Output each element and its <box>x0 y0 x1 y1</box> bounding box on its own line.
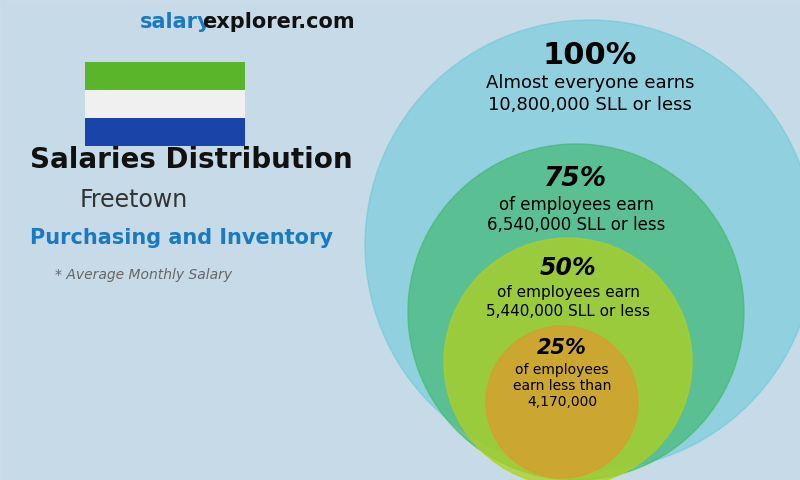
Text: of employees: of employees <box>515 363 609 377</box>
Circle shape <box>408 144 744 480</box>
Text: 6,540,000 SLL or less: 6,540,000 SLL or less <box>487 216 665 234</box>
Text: earn less than: earn less than <box>513 379 611 393</box>
Text: Purchasing and Inventory: Purchasing and Inventory <box>30 228 333 248</box>
Text: of employees earn: of employees earn <box>498 196 654 214</box>
Text: Almost everyone earns: Almost everyone earns <box>486 74 694 92</box>
Text: 10,800,000 SLL or less: 10,800,000 SLL or less <box>488 96 692 114</box>
Bar <box>85 90 245 118</box>
Text: Freetown: Freetown <box>80 188 188 212</box>
Circle shape <box>486 326 638 478</box>
Circle shape <box>365 20 800 470</box>
Text: 75%: 75% <box>545 166 607 192</box>
Text: 25%: 25% <box>537 338 587 358</box>
Text: explorer.com: explorer.com <box>202 12 354 32</box>
Text: 5,440,000 SLL or less: 5,440,000 SLL or less <box>486 303 650 319</box>
Text: 50%: 50% <box>540 256 596 280</box>
Text: Salaries Distribution: Salaries Distribution <box>30 146 353 174</box>
Text: * Average Monthly Salary: * Average Monthly Salary <box>55 268 232 282</box>
Text: salary: salary <box>140 12 212 32</box>
Text: of employees earn: of employees earn <box>497 285 639 300</box>
Text: 100%: 100% <box>543 40 637 70</box>
Text: 4,170,000: 4,170,000 <box>527 395 597 409</box>
Bar <box>85 62 245 90</box>
Bar <box>85 118 245 146</box>
Circle shape <box>444 238 692 480</box>
